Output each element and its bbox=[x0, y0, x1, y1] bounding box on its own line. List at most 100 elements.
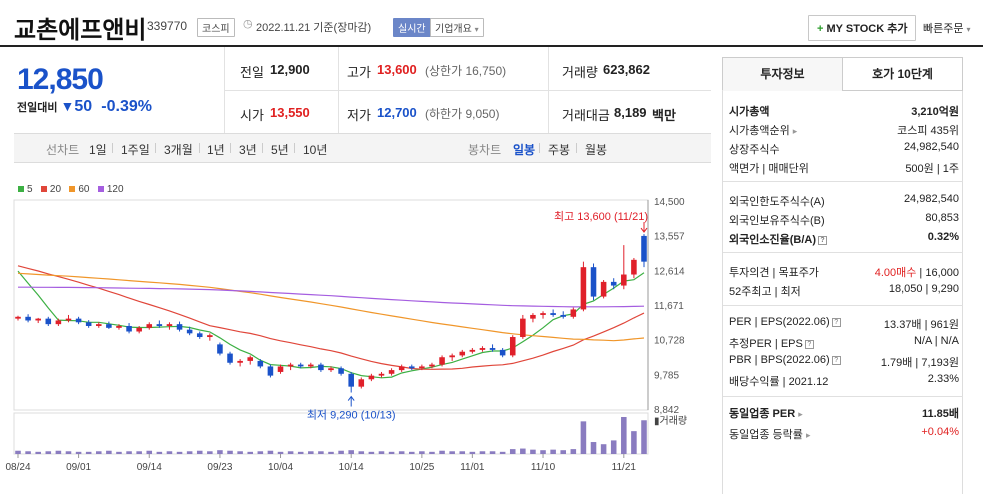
volume-bar bbox=[530, 449, 536, 454]
divider bbox=[155, 143, 156, 153]
my-stock-button[interactable]: + MY STOCK 추가 bbox=[808, 15, 917, 41]
candle-body bbox=[328, 368, 334, 371]
volume-bar bbox=[247, 451, 254, 454]
candle-body bbox=[15, 316, 21, 319]
volume-bar bbox=[95, 451, 102, 454]
candle-body bbox=[499, 349, 506, 356]
volume-bar bbox=[338, 450, 344, 454]
candle-body bbox=[116, 325, 122, 328]
tab-monthly[interactable]: 월봉 bbox=[585, 143, 608, 157]
help-icon[interactable]: ? bbox=[804, 339, 814, 349]
foreign-ratio-row: 외국인소진율(B/A)? 0.32% bbox=[729, 231, 959, 247]
volume-bar bbox=[509, 449, 516, 454]
volume-bar bbox=[65, 451, 72, 454]
volume-bar bbox=[15, 450, 21, 454]
candle-body bbox=[378, 373, 385, 376]
y-tick-label: 13,557 bbox=[654, 232, 685, 243]
volume-bar bbox=[45, 451, 52, 454]
candle-body bbox=[439, 357, 445, 365]
legend-item-ma20[interactable]: 20 bbox=[40, 184, 61, 195]
candle-body bbox=[318, 364, 324, 371]
help-icon[interactable]: ? bbox=[831, 355, 841, 365]
target-value: 16,000 bbox=[925, 267, 959, 279]
volume-bar bbox=[368, 451, 375, 454]
candle-body bbox=[641, 235, 647, 262]
candle-body bbox=[388, 370, 395, 374]
per-value: 13.37배 | 961원 bbox=[883, 319, 959, 331]
volume-bar bbox=[106, 450, 112, 454]
tab-1y[interactable]: 1년 bbox=[207, 143, 225, 157]
foreign-limit-label: 외국인한도주식수(A) bbox=[729, 196, 825, 208]
volume-bar bbox=[469, 451, 476, 454]
volume-bar bbox=[600, 444, 607, 454]
volume-bar bbox=[540, 450, 546, 454]
candle-body bbox=[227, 353, 233, 363]
tab-3m[interactable]: 3개월 bbox=[164, 143, 193, 157]
week52-label: 52주최고 | 최저 bbox=[729, 286, 801, 298]
tab-5y[interactable]: 5년 bbox=[271, 143, 289, 157]
low-label: 저가 bbox=[347, 108, 371, 123]
x-tick-label: 11/21 bbox=[612, 462, 637, 473]
candle-body bbox=[621, 274, 627, 286]
foreign-ratio-label: 외국인소진율(B/A) bbox=[729, 234, 816, 246]
tab-10y[interactable]: 10년 bbox=[303, 143, 328, 157]
candle-body bbox=[176, 324, 183, 330]
candle-body bbox=[65, 318, 72, 321]
x-tick-label: 08/24 bbox=[5, 462, 30, 473]
tab-weekly[interactable]: 주봉 bbox=[548, 143, 571, 157]
price-chart[interactable]: 14,500 13,557 12,614 11,671 10,728 9,785 8,842… bbox=[0, 192, 712, 494]
realtime-badge[interactable]: 실시간 bbox=[393, 18, 431, 37]
tab-daily[interactable]: 일봉 bbox=[513, 143, 536, 157]
candle-body bbox=[479, 348, 486, 350]
foreign-hold-value: 80,853 bbox=[925, 212, 959, 224]
ma-line-60 bbox=[17, 272, 645, 342]
tab-invest-info[interactable]: 투자정보 bbox=[722, 57, 843, 91]
volume-value: 623,862 bbox=[603, 62, 650, 77]
tab-1d[interactable]: 1일 bbox=[89, 143, 107, 157]
help-icon[interactable]: ? bbox=[818, 235, 827, 245]
shares-label: 상장주식수 bbox=[729, 144, 780, 156]
x-tick-label: 09/23 bbox=[207, 462, 232, 473]
volume-bar bbox=[318, 451, 324, 454]
industry-change-label[interactable]: 동일업종 등락률 bbox=[729, 429, 803, 441]
candle-body bbox=[419, 366, 425, 369]
per-label: PER | EPS(2022.06) bbox=[729, 316, 830, 328]
x-tick-label: 10/25 bbox=[409, 462, 434, 473]
volume-bar bbox=[398, 451, 405, 454]
legend-item-ma120[interactable]: 120 bbox=[97, 184, 124, 195]
divider bbox=[224, 90, 711, 91]
x-tick-label: 11/10 bbox=[531, 462, 556, 473]
company-name: 교촌에프앤비 bbox=[14, 16, 147, 44]
opinion-label: 투자의견 | 목표주가 bbox=[729, 267, 819, 279]
help-icon[interactable]: ? bbox=[831, 317, 841, 327]
tab-order-book[interactable]: 호가 10단계 bbox=[842, 57, 963, 91]
market-badge: 코스피 bbox=[197, 18, 235, 37]
candle-body bbox=[95, 324, 102, 326]
legend-swatch bbox=[40, 186, 47, 193]
pbr-label: PBR | BPS(2022.06) bbox=[729, 354, 830, 366]
down-arrow-icon: ▼ bbox=[60, 98, 75, 114]
legend-item-ma5[interactable]: 5 bbox=[18, 184, 33, 195]
volume-bar bbox=[439, 450, 445, 454]
tab-3y[interactable]: 3년 bbox=[239, 143, 257, 157]
volume-bar bbox=[146, 450, 153, 454]
quick-order-button[interactable]: 빠른주문 ▾ bbox=[923, 20, 971, 36]
candle-body bbox=[509, 337, 516, 356]
prev-close-value: 12,900 bbox=[270, 62, 310, 77]
candle-body bbox=[277, 366, 284, 372]
volume-bar bbox=[267, 450, 274, 454]
industry-per-label[interactable]: 동일업종 PER bbox=[729, 408, 796, 420]
legend-item-ma60[interactable]: 60 bbox=[69, 184, 90, 195]
rank-label[interactable]: 시가총액순위 bbox=[729, 125, 790, 137]
volume-bar bbox=[85, 451, 92, 454]
high-annotation: 최고 13,600 (11/21) bbox=[554, 210, 648, 223]
volume-bar bbox=[116, 451, 122, 454]
candle-body bbox=[237, 360, 243, 363]
plus-icon: + bbox=[817, 23, 824, 35]
company-info-dropdown[interactable]: 기업개요 ▾ bbox=[430, 18, 484, 37]
candle-chart-label: 봉차트 bbox=[468, 143, 502, 157]
volume-bar bbox=[631, 431, 637, 454]
candle-body bbox=[530, 314, 536, 319]
quick-order-label: 빠른주문 bbox=[923, 23, 964, 35]
tab-1w[interactable]: 1주일 bbox=[121, 143, 150, 157]
